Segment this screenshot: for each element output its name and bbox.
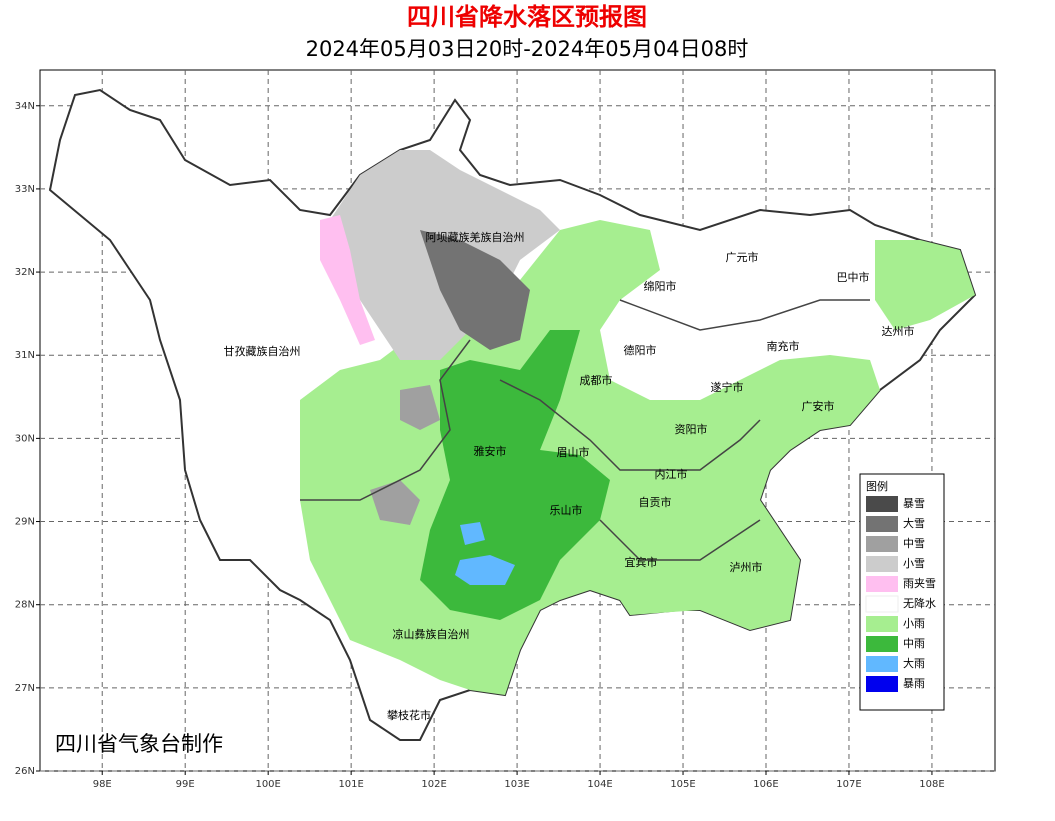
y-tick-label: 28N <box>15 600 35 611</box>
x-tick-label: 101E <box>338 779 363 790</box>
legend-swatch <box>866 576 898 592</box>
legend-swatch <box>866 516 898 532</box>
x-tick-label: 106E <box>753 779 778 790</box>
legend-label: 暴雪 <box>903 497 925 510</box>
city-label: 乐山市 <box>550 503 583 517</box>
city-label: 巴中市 <box>837 270 870 284</box>
legend-swatch <box>866 556 898 572</box>
city-boundary <box>499 379 761 471</box>
credit: 四川省气象台制作 <box>55 732 223 756</box>
x-tick-label: 104E <box>587 779 612 790</box>
legend-swatch <box>865 595 899 613</box>
legend-swatch <box>866 676 898 692</box>
city-boundary <box>300 339 471 501</box>
y-tick-label: 31N <box>15 350 35 361</box>
subtitle: 2024年05月03日20时-2024年05月04日08时 <box>306 37 749 61</box>
city-label: 自贡市 <box>639 495 672 509</box>
legend-label: 雨夹雪 <box>903 577 936 590</box>
x-tick-label: 108E <box>919 779 944 790</box>
city-label: 达州市 <box>882 324 915 338</box>
snow-area <box>400 385 440 430</box>
city-label: 宜宾市 <box>625 555 658 569</box>
x-tick-label: 107E <box>836 779 861 790</box>
legend-label: 大雨 <box>903 656 925 670</box>
x-tick-label: 102E <box>421 779 446 790</box>
legend-label: 小雨 <box>903 617 925 630</box>
legend-swatch <box>866 616 898 632</box>
title: 四川省降水落区预报图 <box>407 3 647 31</box>
heavy-rain-area <box>455 555 515 585</box>
legend-swatch <box>866 496 898 512</box>
city-boundary <box>599 519 761 561</box>
legend-swatch <box>866 636 898 652</box>
y-tick-label: 30N <box>15 433 35 444</box>
legend-label: 中雪 <box>903 537 925 550</box>
city-label: 凉山彝族自治州 <box>393 627 470 641</box>
legend-swatch <box>866 656 898 672</box>
legend-swatch <box>866 536 898 552</box>
y-tick-label: 33N <box>15 184 35 195</box>
y-tick-label: 29N <box>15 517 35 528</box>
city-label: 眉山市 <box>557 445 590 459</box>
legend-label: 无降水 <box>903 596 936 610</box>
city-label: 绵阳市 <box>644 279 677 293</box>
x-tick-label: 100E <box>255 779 280 790</box>
legend-label: 暴雨 <box>903 677 925 690</box>
city-label: 雅安市 <box>474 444 507 458</box>
x-tick-label: 99E <box>176 779 195 790</box>
city-boundary <box>619 299 870 331</box>
legend-label: 中雨 <box>903 637 925 650</box>
legend-label: 大雪 <box>903 516 925 530</box>
sleet-area <box>320 215 375 345</box>
snow-area <box>370 480 420 525</box>
city-label: 内江市 <box>655 467 688 481</box>
heavy-rain-area <box>460 522 485 545</box>
city-label: 遂宁市 <box>711 380 744 394</box>
x-tick-label: 98E <box>93 779 112 790</box>
city-label: 南充市 <box>767 339 800 353</box>
y-tick-label: 26N <box>15 766 35 777</box>
x-tick-label: 105E <box>670 779 695 790</box>
y-tick-label: 27N <box>15 683 35 694</box>
legend-title: 图例 <box>866 479 888 493</box>
city-label: 广元市 <box>726 250 759 264</box>
city-label: 德阳市 <box>624 343 657 357</box>
legend-label: 小雪 <box>903 557 925 570</box>
city-labels: 阿坝藏族羌族自治州 甘孜藏族自治州 广元市 巴中市 绵阳市 德阳市 南充市 达州… <box>224 230 915 722</box>
city-label: 泸州市 <box>730 560 763 574</box>
city-label: 资阳市 <box>675 422 708 436</box>
city-label: 攀枝花市 <box>387 708 431 722</box>
city-label: 甘孜藏族自治州 <box>224 344 301 358</box>
city-label: 广安市 <box>802 399 835 413</box>
light-rain-area <box>875 240 975 330</box>
city-label: 成都市 <box>580 373 613 387</box>
x-tick-label: 103E <box>504 779 529 790</box>
heavy-snow-area <box>420 230 530 350</box>
y-tick-label: 32N <box>15 267 35 278</box>
province <box>48 88 977 741</box>
moderate-rain-area <box>420 330 610 620</box>
y-tick-label: 34N <box>15 101 35 112</box>
city-label: 阿坝藏族羌族自治州 <box>426 230 525 244</box>
